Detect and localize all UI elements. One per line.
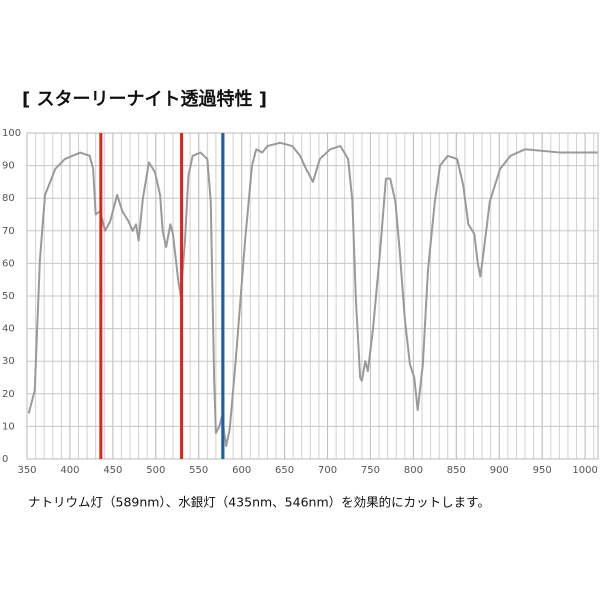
y-tick-label: 80 (2, 193, 15, 204)
y-tick-label: 50 (2, 291, 15, 302)
transmission-line (27, 141, 598, 447)
x-tick-label: 800 (404, 465, 423, 476)
plot-frame (26, 132, 599, 460)
x-tick-label: 700 (318, 465, 337, 476)
y-tick-label: 40 (2, 324, 15, 335)
x-tick-label: 600 (232, 465, 251, 476)
x-tick-label: 400 (60, 465, 79, 476)
x-tick-label: 750 (361, 465, 380, 476)
x-tick-label: 850 (447, 465, 466, 476)
x-tick-label: 550 (189, 465, 208, 476)
x-tick-label: 450 (103, 465, 122, 476)
x-tick-label: 500 (146, 465, 165, 476)
x-tick-label: 950 (533, 465, 552, 476)
chart-title: [ スターリーナイト透過特性 ] (22, 88, 267, 110)
x-tick-label: 350 (17, 465, 36, 476)
y-tick-label: 0 (2, 454, 8, 465)
y-tick-label: 20 (2, 389, 15, 400)
x-tick-label: 650 (275, 465, 294, 476)
y-tick-label: 10 (2, 421, 15, 432)
y-tick-label: 100 (2, 128, 21, 139)
x-tick-label: 900 (490, 465, 509, 476)
y-tick-label: 90 (2, 161, 15, 172)
y-tick-label: 30 (2, 356, 15, 367)
y-tick-label: 70 (2, 226, 15, 237)
y-tick-label: 60 (2, 258, 15, 269)
x-tick-label: 1000 (572, 465, 597, 476)
caption: ナトリウム灯（589nm）、水銀灯（435nm、546nm）を効果的にカットしま… (28, 495, 490, 510)
